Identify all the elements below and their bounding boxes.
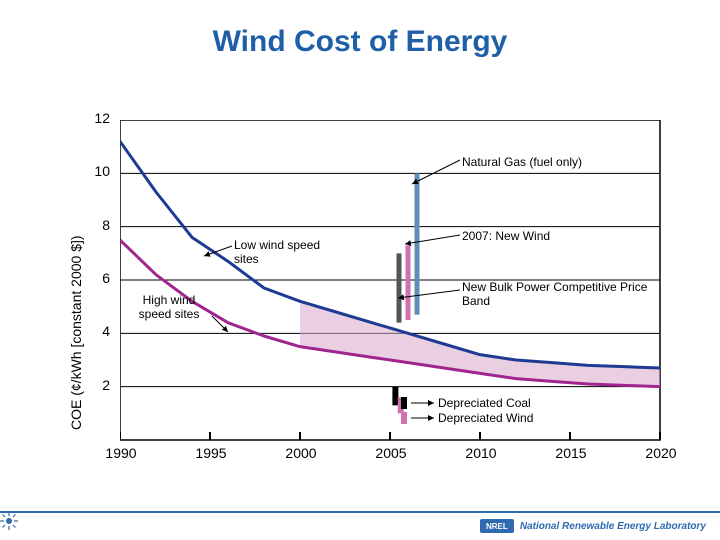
y-tick-label: 4 — [96, 324, 110, 339]
y-tick-label: 8 — [96, 218, 110, 233]
annotation-depreciated-wind-swatch — [401, 412, 407, 424]
y-tick-label: 12 — [86, 111, 110, 126]
nrel-badge: NREL — [480, 519, 514, 533]
y-tick-label: 6 — [96, 271, 110, 286]
annotation-depreciated-coal: Depreciated Coal — [438, 396, 531, 410]
y-tick-label: 10 — [86, 164, 110, 179]
footer-divider — [0, 511, 720, 513]
footer: NREL National Renewable Energy Laborator… — [0, 512, 720, 540]
x-tick-label: 1995 — [194, 446, 228, 461]
slide: Wind Cost of Energy COE (¢/kWh [constant… — [0, 0, 720, 540]
x-tick-label: 2015 — [554, 446, 588, 461]
y-axis-title: COE (¢/kWh [constant 2000 $]) — [68, 130, 84, 430]
annotation-natural-gas: Natural Gas (fuel only) — [462, 155, 582, 169]
x-tick-label: 2010 — [464, 446, 498, 461]
nrel-logo: NREL National Renewable Energy Laborator… — [480, 519, 706, 533]
x-tick-label: 1990 — [104, 446, 138, 461]
y-tick-label: 2 — [96, 378, 110, 393]
annotation-depreciated-coal-swatch — [401, 397, 407, 409]
annotation-low-wind: Low wind speed sites — [234, 238, 344, 267]
slide-title: Wind Cost of Energy — [0, 25, 720, 59]
nrel-lab-text: National Renewable Energy Laboratory — [520, 521, 706, 532]
x-tick-label: 2000 — [284, 446, 318, 461]
annotation-new-wind: 2007: New Wind — [462, 229, 550, 243]
x-tick-label: 2005 — [374, 446, 408, 461]
x-tick-label: 2020 — [644, 446, 678, 461]
annotation-depreciated-wind: Depreciated Wind — [438, 411, 533, 425]
nrel-sun-icon — [0, 512, 18, 530]
annotation-bulk-power: New Bulk Power Competitive Price Band — [462, 280, 652, 309]
annotation-high-wind: High wind speed sites — [128, 293, 210, 322]
